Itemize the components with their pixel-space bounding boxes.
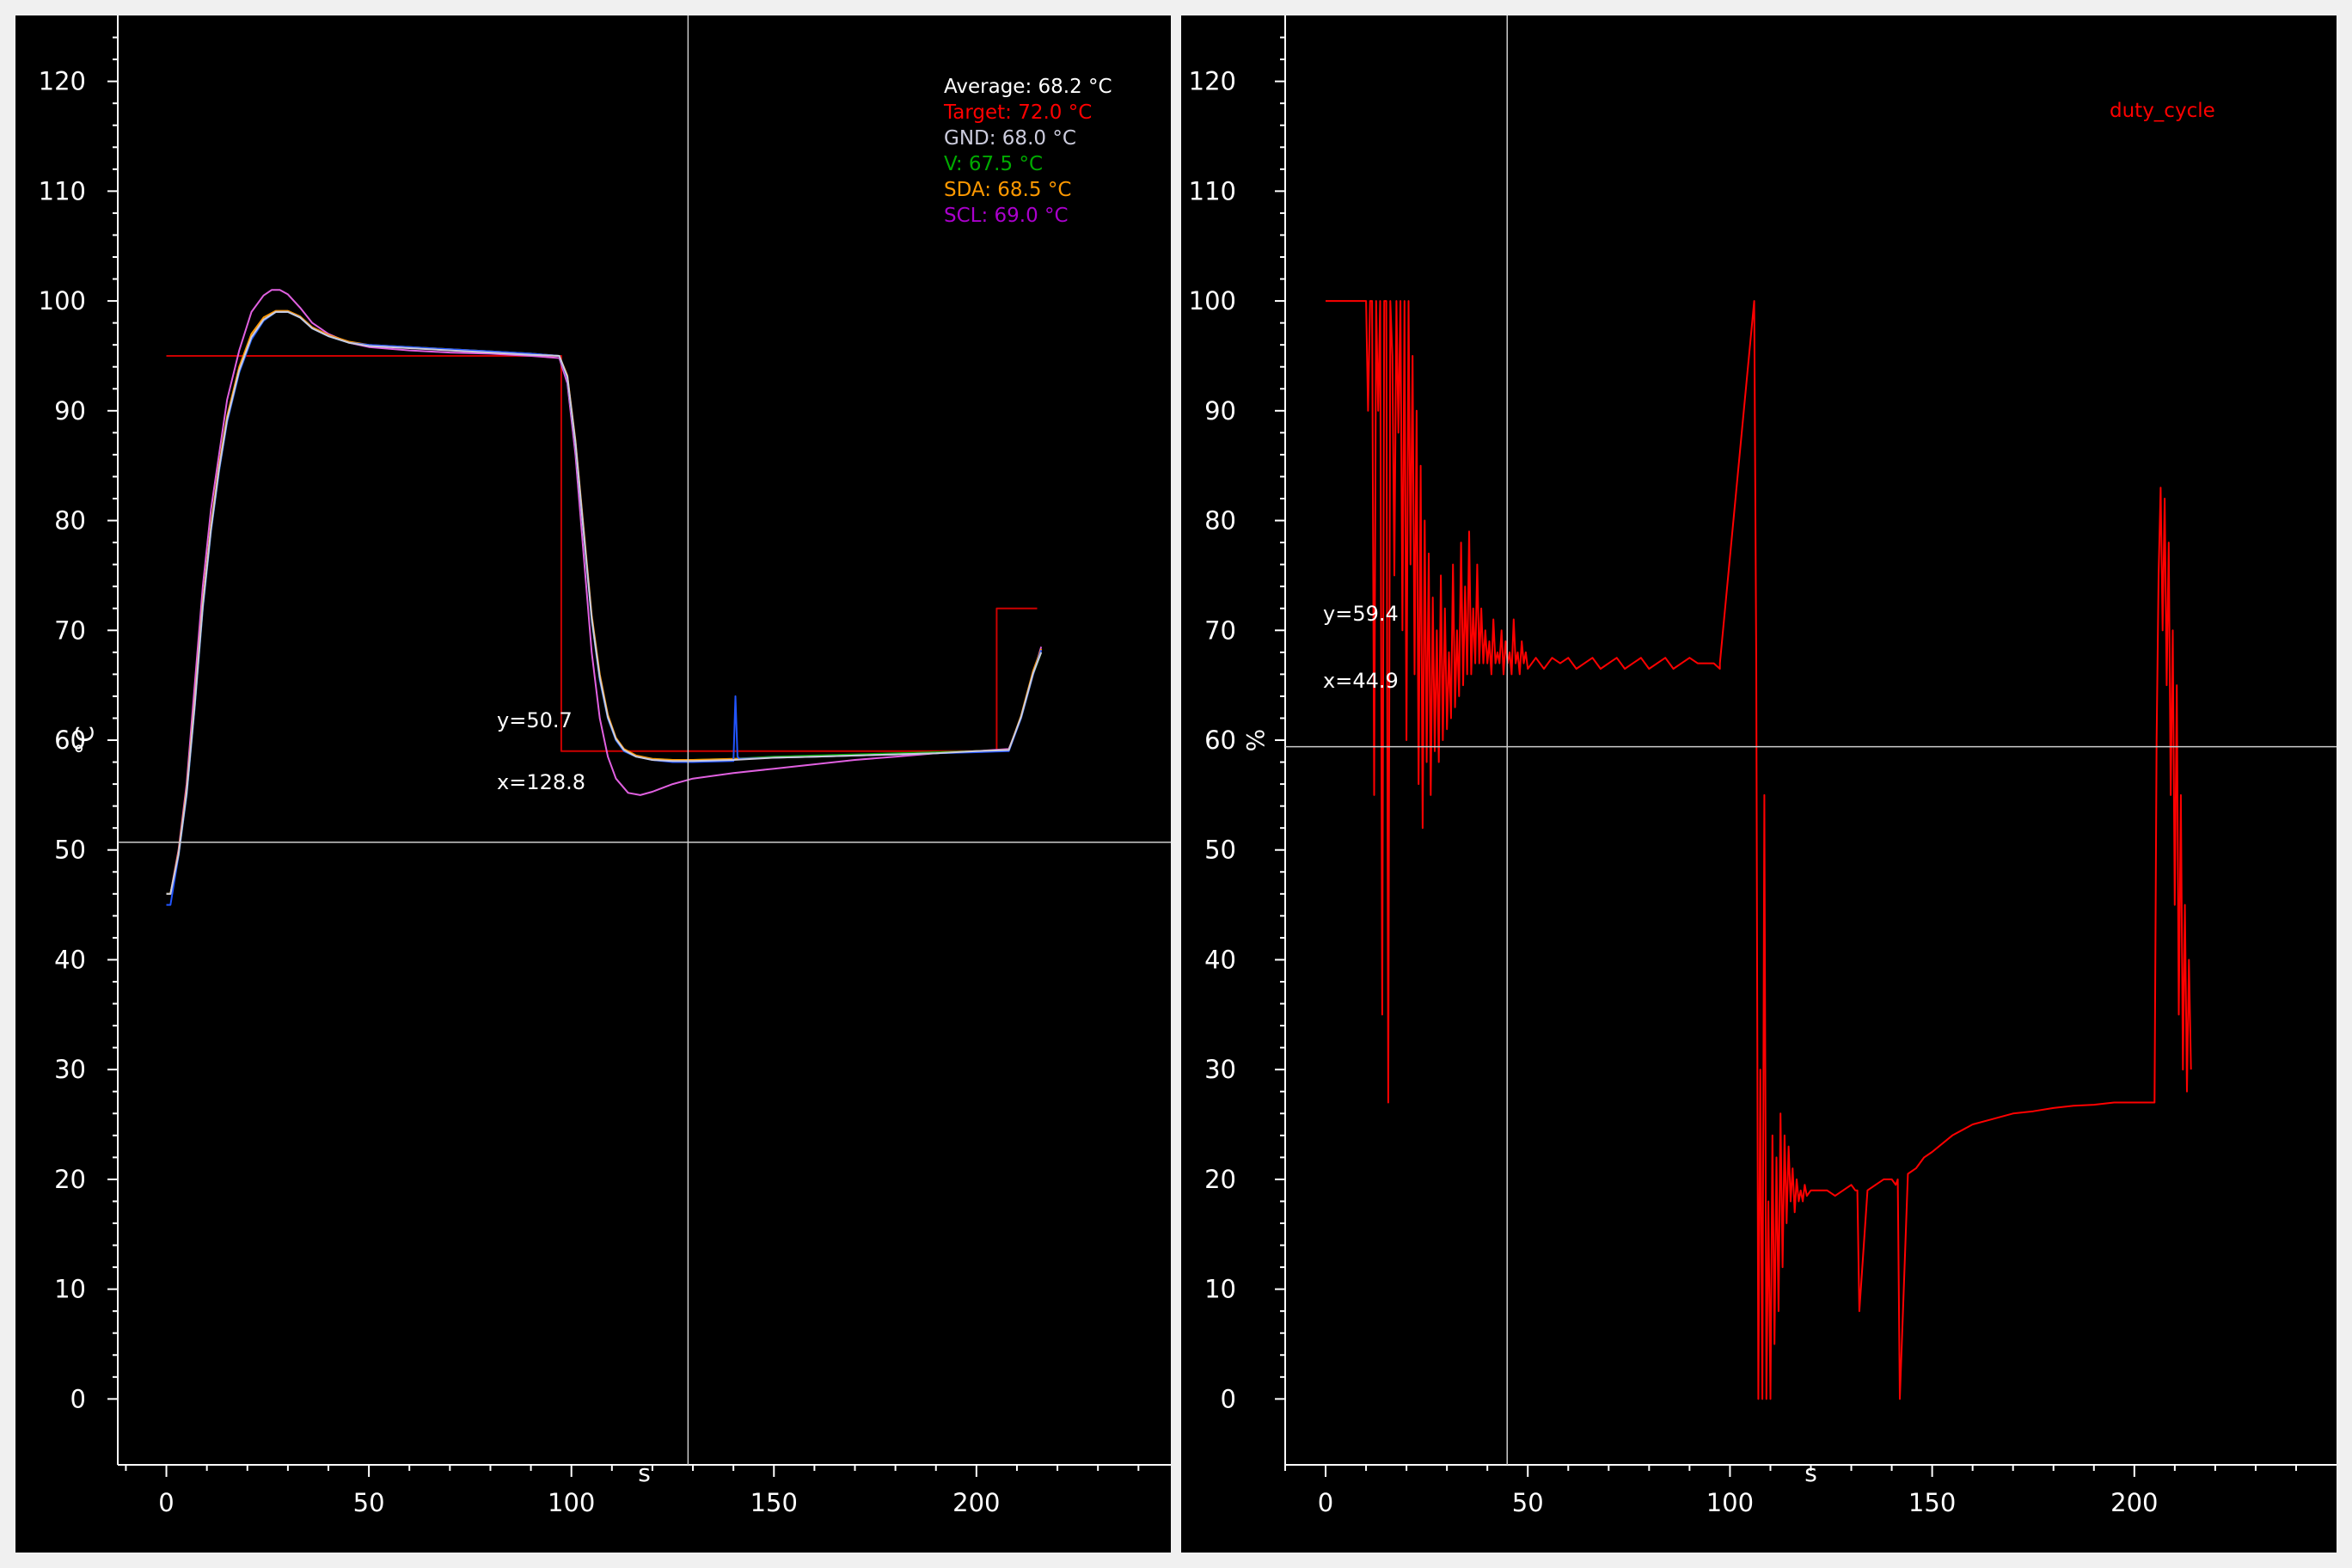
series-line-target	[166, 355, 1038, 752]
y-tick-label: 0	[1221, 1384, 1236, 1413]
y-tick-label: 120	[1189, 67, 1236, 96]
x-tick-label: 150	[1908, 1488, 1956, 1517]
x-tick-label: 50	[353, 1488, 385, 1517]
y-tick-label: 30	[1204, 1055, 1236, 1084]
y-tick-label: 40	[54, 945, 86, 974]
x-tick-label: 0	[158, 1488, 174, 1517]
legend-entry: SDA: 68.5 °C	[944, 179, 1071, 201]
x-tick-label: 50	[1512, 1488, 1544, 1517]
x-axis-title: s	[638, 1459, 651, 1487]
y-tick-label: 70	[1204, 616, 1236, 645]
x-tick-label: 100	[1706, 1488, 1754, 1517]
series-line-duty-cycle	[1326, 300, 2192, 1400]
y-tick-label: 60	[54, 726, 86, 755]
legend-entry: SCL: 69.0 °C	[944, 205, 1069, 227]
series-line-average	[166, 310, 1043, 906]
y-tick-label: 0	[70, 1384, 86, 1413]
temperature-chart: 0 10 20 30 40 50 60 70 80 90 100 110 120 0 50 100 150 200…	[39, 15, 1171, 1517]
y-tick-label: 100	[1189, 286, 1236, 315]
y-tick-label: 50	[1204, 836, 1236, 865]
y-tick-label: 20	[1204, 1165, 1236, 1194]
cursor-x-readout: x=128.8	[497, 770, 585, 794]
series-line-scl	[166, 289, 1043, 895]
x-tick-label: 200	[2110, 1488, 2158, 1517]
y-tick-label: 100	[39, 286, 86, 315]
legend-entry: V: 67.5 °C	[944, 153, 1043, 175]
y-tick-label: 70	[54, 616, 86, 645]
x-tick-label: 100	[548, 1488, 595, 1517]
x-tick-label: 150	[750, 1488, 798, 1517]
legend-entry: Target: 72.0 °C	[943, 101, 1092, 124]
y-tick-label: 20	[54, 1165, 86, 1194]
y-tick-label: 110	[1189, 176, 1236, 205]
y-axis-title: °C	[70, 726, 99, 755]
y-tick-label: 90	[1204, 396, 1236, 426]
y-axis-title: %	[1241, 729, 1270, 752]
legend-entry: Average: 68.2 °C	[944, 76, 1112, 98]
y-tick-label: 80	[54, 506, 86, 536]
y-tick-label: 120	[39, 67, 86, 96]
series-line-gnd	[166, 310, 1043, 895]
y-tick-label: 10	[54, 1275, 86, 1304]
cursor-y-readout: y=50.7	[497, 708, 573, 732]
series-line-sda	[166, 309, 1043, 895]
y-tick-label: 40	[1204, 945, 1236, 974]
duty-cycle-chart-panel: 0 10 20 30 40 50 60 70 80 90 100 110 120 0 50 100 150 200…	[1181, 15, 2337, 1553]
series-line-v	[166, 310, 1043, 895]
y-tick-label: 50	[54, 836, 86, 865]
temperature-chart-panel: 0 10 20 30 40 50 60 70 80 90 100 110 120 0 50 100 150 200…	[15, 15, 1171, 1553]
x-tick-label: 0	[1318, 1488, 1333, 1517]
x-axis-title: s	[1804, 1459, 1817, 1487]
y-tick-label: 30	[54, 1055, 86, 1084]
y-tick-label: 10	[1204, 1275, 1236, 1304]
cursor-x-readout: x=44.9	[1323, 669, 1399, 693]
duty-cycle-chart: 0 10 20 30 40 50 60 70 80 90 100 110 120 0 50 100 150 200…	[1189, 15, 2337, 1517]
y-tick-label: 60	[1204, 726, 1236, 755]
x-tick-label: 200	[952, 1488, 1000, 1517]
cursor-y-readout: y=59.4	[1323, 602, 1399, 626]
y-tick-label: 90	[54, 396, 86, 426]
y-tick-label: 80	[1204, 506, 1236, 536]
legend-entry: GND: 68.0 °C	[944, 127, 1076, 150]
legend-entry: duty_cycle	[2110, 100, 2215, 122]
y-tick-label: 110	[39, 176, 86, 205]
